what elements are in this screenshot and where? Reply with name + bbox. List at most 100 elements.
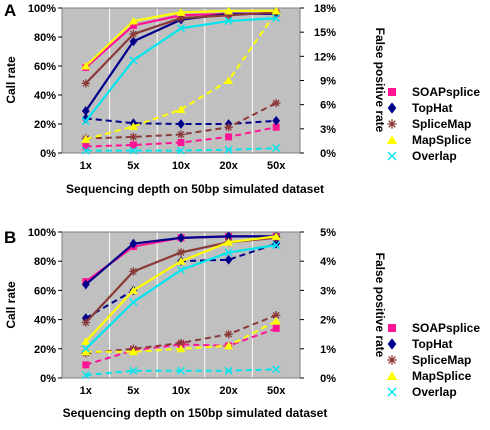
y-tick-label: 0% bbox=[40, 373, 56, 385]
data-point bbox=[128, 347, 138, 356]
y2-tick-label: 9% bbox=[320, 76, 336, 88]
y-tick-label: 60% bbox=[34, 61, 56, 73]
panel-label: A bbox=[4, 1, 16, 20]
y-tick-label: 100% bbox=[28, 227, 56, 239]
y2-tick-label: 18% bbox=[314, 3, 336, 15]
data-point bbox=[271, 6, 281, 15]
legend-label: Overlap bbox=[412, 149, 457, 163]
legend-label: MapSplice bbox=[412, 133, 472, 147]
legend: SOAPsplice TopHat SpliceMap MapSplice Overla… bbox=[386, 85, 480, 163]
data-point bbox=[176, 130, 186, 139]
data-point bbox=[81, 347, 91, 356]
y-axis-label: Call rate bbox=[4, 281, 18, 329]
legend-item-tophat: TopHat bbox=[387, 101, 452, 115]
data-point bbox=[177, 119, 185, 129]
call-rate-series-mapsplice bbox=[81, 6, 281, 70]
data-point bbox=[129, 267, 138, 276]
data-point bbox=[224, 17, 233, 26]
y2-tick-label: 3% bbox=[320, 124, 336, 136]
legend-marker bbox=[387, 338, 397, 350]
data-point bbox=[177, 24, 185, 33]
data-point bbox=[271, 232, 281, 240]
data-point bbox=[81, 371, 90, 380]
data-point bbox=[224, 231, 233, 242]
data-point bbox=[128, 16, 138, 25]
data-point bbox=[128, 122, 138, 130]
legend-item-soapsplice: SOAPsplice bbox=[388, 85, 480, 99]
y-tick-label: 60% bbox=[34, 285, 56, 297]
legend-marker bbox=[386, 135, 398, 144]
x-tick-label: 5x bbox=[127, 385, 140, 397]
data-point bbox=[272, 14, 281, 23]
y2-tick-label: 5% bbox=[320, 227, 336, 239]
data-point bbox=[81, 135, 91, 143]
fpr-series-mapsplice bbox=[81, 7, 281, 143]
legend-item-overlap: Overlap bbox=[387, 149, 457, 163]
series-line bbox=[85, 327, 277, 366]
data-point bbox=[272, 365, 281, 374]
data-point bbox=[224, 6, 234, 15]
data-point bbox=[272, 123, 280, 131]
legend-label: SOAPsplice bbox=[412, 85, 480, 99]
y-tick-label: 20% bbox=[34, 344, 56, 356]
fpr-series-overlap bbox=[81, 365, 281, 380]
plot-area: 0% 20% 40% 60% 80% 100% 0% 1% 2% 3% 4% 5% 1x 5x 10x 20x… bbox=[28, 227, 336, 397]
legend-label: SpliceMap bbox=[412, 353, 471, 367]
data-point bbox=[176, 8, 186, 16]
data-point bbox=[129, 36, 138, 47]
x-axis-label: Sequencing depth on 150bp simulated data… bbox=[63, 406, 328, 420]
legend-marker bbox=[387, 151, 397, 161]
x-tick-label: 50x bbox=[267, 385, 286, 397]
data-point bbox=[272, 241, 281, 250]
y2-axis-label: False positive rate bbox=[373, 253, 387, 358]
data-point bbox=[224, 366, 233, 375]
data-point bbox=[272, 324, 280, 332]
data-point bbox=[272, 115, 281, 126]
y2-tick-label: 0% bbox=[320, 373, 336, 385]
data-point bbox=[81, 106, 90, 116]
data-point bbox=[129, 132, 138, 142]
data-point bbox=[177, 366, 185, 375]
data-point bbox=[224, 76, 234, 84]
y2-tick-label: 12% bbox=[314, 51, 336, 63]
data-point bbox=[81, 146, 90, 155]
y-tick-label: 0% bbox=[40, 148, 56, 160]
data-point bbox=[176, 344, 186, 353]
legend-marker bbox=[387, 355, 397, 365]
y2-tick-label: 15% bbox=[314, 27, 336, 39]
call-rate-series-overlap bbox=[81, 14, 281, 126]
data-point bbox=[177, 146, 185, 155]
data-point bbox=[129, 146, 138, 155]
panel-label: B bbox=[4, 228, 16, 247]
legend-label: Overlap bbox=[412, 385, 457, 399]
data-point bbox=[82, 143, 90, 151]
fpr-series-overlap bbox=[81, 144, 281, 155]
data-point bbox=[176, 105, 186, 113]
data-point bbox=[271, 316, 281, 325]
x-tick-label: 50x bbox=[267, 160, 286, 172]
fpr-series-soapsplice bbox=[82, 123, 280, 151]
y-tick-label: 80% bbox=[34, 256, 56, 268]
panel-a: A 0% 20% 40% 60% 80% 100% 0% 3% 6% 9% 12% 15% 18% 1x 5… bbox=[4, 1, 480, 196]
legend-marker bbox=[387, 102, 397, 114]
legend-label: SpliceMap bbox=[412, 117, 471, 131]
legend: SOAPsplice TopHat SpliceMap MapSplice Overla… bbox=[386, 321, 480, 399]
legend-item-soapsplice: SOAPsplice bbox=[388, 321, 480, 335]
data-point bbox=[224, 254, 233, 265]
data-point bbox=[81, 61, 91, 70]
x-tick-label: 10x bbox=[172, 160, 191, 172]
data-point bbox=[176, 338, 186, 348]
legend-item-mapsplice: MapSplice bbox=[386, 133, 472, 147]
data-point bbox=[224, 238, 234, 246]
data-point bbox=[81, 344, 90, 353]
y-tick-label: 80% bbox=[34, 32, 56, 44]
x-tick-label: 20x bbox=[219, 385, 238, 397]
data-point bbox=[272, 144, 281, 153]
y-tick-label: 40% bbox=[34, 315, 56, 327]
y2-tick-label: 3% bbox=[320, 285, 336, 297]
data-point bbox=[81, 79, 90, 88]
call-rate-series-mapsplice bbox=[81, 232, 281, 345]
x-tick-label: 1x bbox=[80, 385, 93, 397]
y-axis-label: Call rate bbox=[4, 56, 18, 104]
